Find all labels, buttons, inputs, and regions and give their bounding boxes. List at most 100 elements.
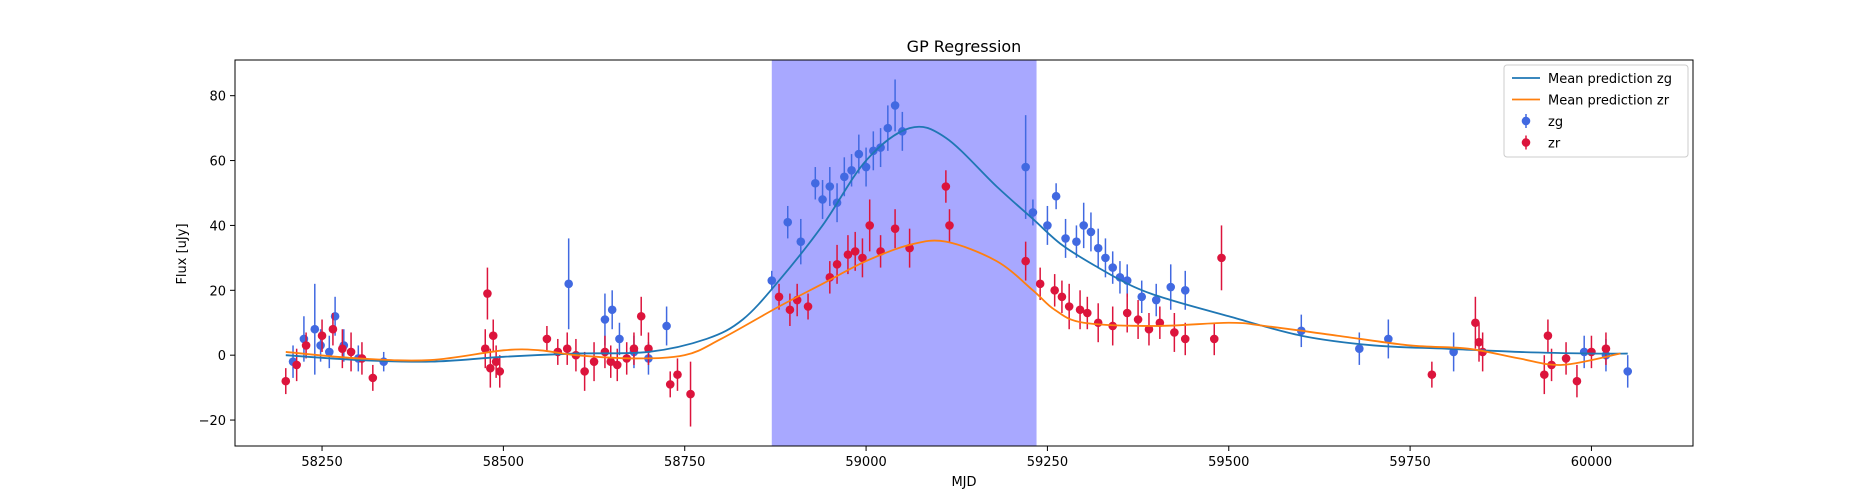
data-point — [629, 344, 639, 353]
data-point — [890, 101, 900, 110]
data-point — [1021, 256, 1030, 266]
data-point — [1079, 221, 1088, 230]
data-point — [810, 178, 820, 188]
data-point — [1170, 328, 1179, 337]
data-point — [1572, 376, 1582, 386]
data-point — [1122, 308, 1132, 318]
data-point — [1623, 367, 1633, 376]
prediction-line — [285, 125, 1628, 363]
data-point — [483, 289, 492, 298]
data-point — [1021, 162, 1030, 172]
data-point — [1561, 354, 1571, 363]
data-point — [488, 331, 498, 341]
data-point — [589, 357, 599, 366]
data-point — [1471, 318, 1480, 328]
data-point — [941, 182, 951, 191]
data-point — [1075, 305, 1085, 315]
chart-title: GP Regression — [907, 37, 1022, 56]
data-point — [1144, 324, 1154, 334]
data-point — [785, 305, 795, 315]
data-point — [1427, 370, 1437, 379]
data-point — [491, 357, 501, 366]
data-point — [480, 344, 490, 353]
data-point — [1093, 318, 1103, 328]
data-point — [292, 360, 301, 370]
axes-frame — [234, 59, 1694, 447]
data-point — [1180, 334, 1190, 344]
data-point — [1086, 227, 1096, 237]
data-point — [1064, 302, 1074, 311]
y-tick-label: 20 — [209, 284, 226, 299]
plot-area: 58250 58500 58750 59000 59250 59500 59750 60000… — [199, 59, 1694, 470]
data-point — [1108, 263, 1118, 272]
data-point — [338, 344, 347, 353]
x-tick-label: 59500 — [1208, 455, 1249, 470]
data-point — [783, 217, 793, 227]
data-point — [316, 341, 325, 350]
data-point — [869, 146, 878, 156]
data-point — [368, 373, 378, 383]
x-tick-label: 59250 — [1027, 455, 1068, 470]
data-point — [1028, 208, 1038, 217]
data-point — [825, 182, 835, 191]
data-point — [847, 165, 856, 175]
data-point — [1601, 344, 1611, 353]
x-axis-label: MJD — [951, 475, 976, 490]
data-point — [832, 260, 842, 269]
y-tick-label: 80 — [209, 90, 226, 105]
data-point — [1093, 243, 1103, 253]
data-point — [636, 311, 646, 321]
legend-label: Mean prediction zg — [1548, 72, 1672, 87]
data-point — [330, 311, 340, 321]
data-point — [486, 363, 495, 373]
data-point — [1101, 253, 1110, 263]
data-point — [796, 237, 806, 246]
data-point — [1355, 344, 1364, 353]
x-tick-label: 58250 — [301, 455, 342, 470]
data-point — [662, 321, 671, 331]
data-point — [1543, 331, 1553, 341]
data-point — [1539, 370, 1549, 379]
data-point — [615, 334, 624, 344]
data-point — [861, 162, 871, 172]
data-point — [665, 380, 675, 389]
data-point — [767, 276, 777, 285]
x-tick-label: 60000 — [1571, 455, 1612, 470]
x-tick-label: 59000 — [845, 455, 886, 470]
prediction-line — [285, 239, 1621, 366]
data-point — [346, 347, 356, 357]
data-point — [612, 360, 622, 370]
data-point — [1072, 237, 1081, 246]
data-point — [1057, 292, 1067, 302]
data-point — [317, 331, 327, 341]
data-point — [818, 195, 827, 204]
legend-label: zg — [1548, 115, 1563, 130]
series-zr — [281, 170, 1611, 427]
data-point — [686, 389, 695, 399]
data-point — [1137, 292, 1147, 302]
y-axis-label: Flux [uJy] — [175, 223, 190, 284]
data-point — [1050, 286, 1059, 295]
data-point — [281, 376, 291, 386]
data-point — [854, 149, 864, 159]
x-tick-label: 58750 — [664, 455, 705, 470]
data-point — [876, 143, 885, 152]
data-point — [865, 221, 875, 230]
y-tick-label: 40 — [209, 219, 226, 234]
data-point — [1043, 221, 1052, 230]
data-point — [883, 123, 893, 133]
legend-label: zr — [1548, 137, 1561, 152]
y-tick-label: 60 — [209, 155, 226, 170]
data-point — [843, 250, 853, 259]
data-point — [858, 253, 867, 263]
data-point — [542, 334, 552, 344]
data-point — [1035, 279, 1045, 289]
data-point — [495, 367, 505, 376]
data-point — [1061, 234, 1070, 243]
data-point — [1151, 295, 1161, 305]
data-point — [1209, 334, 1219, 344]
data-point — [673, 370, 682, 379]
legend-box — [1503, 64, 1689, 158]
data-point — [1051, 191, 1061, 201]
